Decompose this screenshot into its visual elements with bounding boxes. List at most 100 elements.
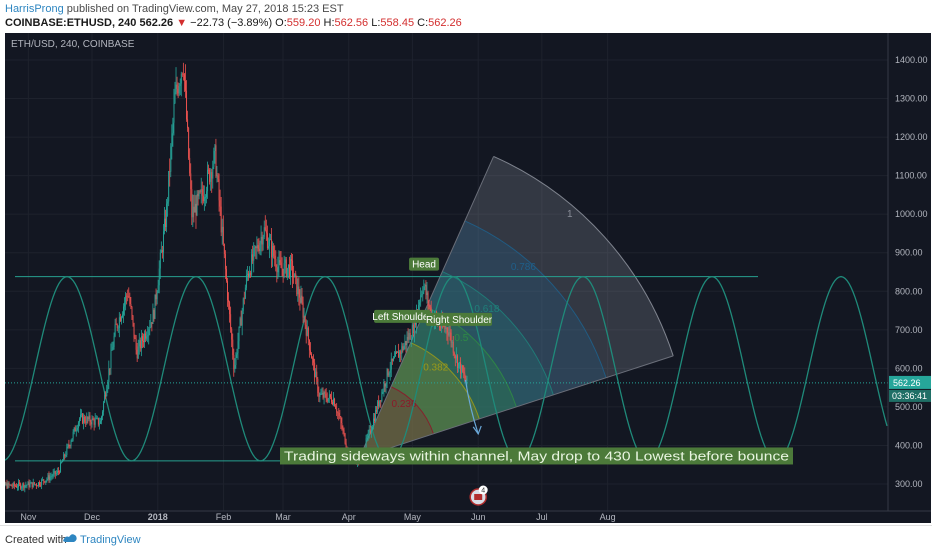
candle-body bbox=[372, 427, 373, 430]
candle-body bbox=[92, 418, 93, 424]
candle-body bbox=[180, 84, 181, 86]
candle-body bbox=[381, 392, 382, 401]
candle-body bbox=[310, 350, 311, 353]
candle-body bbox=[370, 429, 371, 433]
y-tick-label: 1100.00 bbox=[895, 171, 927, 181]
candle-body bbox=[333, 399, 334, 404]
candle-body bbox=[105, 395, 106, 396]
candle-body bbox=[208, 170, 209, 171]
candle-body bbox=[172, 123, 173, 134]
candle-body bbox=[184, 74, 185, 81]
right-shoulder-label: Right Shoulder bbox=[426, 315, 493, 326]
candle-body bbox=[27, 485, 28, 486]
candle-body bbox=[344, 430, 345, 433]
candle-body bbox=[116, 324, 117, 325]
candle-body bbox=[224, 244, 225, 254]
candle-body bbox=[390, 370, 391, 373]
candle-body bbox=[80, 415, 81, 419]
candle-body bbox=[346, 444, 347, 448]
candle-body bbox=[214, 145, 215, 151]
candle-body bbox=[209, 170, 210, 182]
candle-body bbox=[143, 341, 144, 342]
candle-body bbox=[407, 337, 408, 345]
candle-body bbox=[46, 479, 47, 480]
candle-body bbox=[375, 410, 376, 421]
candle-body bbox=[284, 263, 285, 276]
candle-body bbox=[213, 151, 214, 167]
author-link[interactable]: HarrisProng bbox=[5, 3, 64, 15]
candle-body bbox=[277, 266, 278, 272]
candle-body bbox=[408, 337, 409, 340]
candle-body bbox=[77, 428, 78, 430]
candle-body bbox=[98, 418, 99, 425]
tradingview-brand-link[interactable]: TradingView bbox=[80, 534, 141, 546]
candle-body bbox=[211, 172, 212, 178]
candle-body bbox=[252, 254, 253, 260]
candle-body bbox=[229, 302, 230, 314]
candle-body bbox=[323, 393, 324, 398]
candle-body bbox=[200, 191, 201, 192]
candle-body bbox=[298, 287, 299, 298]
candle-body bbox=[369, 429, 370, 433]
candle-body bbox=[181, 74, 182, 84]
candle-body bbox=[228, 300, 229, 302]
high-label: H: bbox=[324, 17, 335, 29]
candle-body bbox=[86, 417, 87, 423]
candle-body bbox=[255, 246, 256, 248]
candle-body bbox=[175, 92, 176, 103]
tradingview-logo-icon bbox=[62, 531, 78, 545]
candle-body bbox=[54, 471, 55, 473]
candle-body bbox=[402, 346, 403, 350]
candle-body bbox=[301, 296, 302, 303]
candle-body bbox=[55, 471, 56, 474]
candle-body bbox=[15, 486, 16, 487]
change-label: −22.73 (−3.89%) bbox=[190, 17, 272, 29]
candle-body bbox=[379, 400, 380, 406]
candle-body bbox=[325, 392, 326, 394]
candle-body bbox=[38, 482, 39, 486]
y-tick-label: 600.00 bbox=[895, 363, 923, 373]
candle-body bbox=[35, 484, 36, 485]
last-price-label: 562.26 bbox=[139, 17, 173, 29]
candle-body bbox=[101, 417, 102, 422]
candle-body bbox=[160, 253, 161, 269]
candle-body bbox=[421, 294, 422, 295]
candle-body bbox=[367, 438, 368, 439]
candle-body bbox=[241, 318, 242, 325]
candle-body bbox=[400, 351, 401, 354]
candle-body bbox=[118, 328, 119, 329]
candle-body bbox=[93, 418, 94, 420]
candle-body bbox=[29, 482, 30, 487]
candle-body bbox=[206, 191, 207, 197]
candle-body bbox=[377, 401, 378, 412]
candle-body bbox=[51, 477, 52, 478]
candle-body bbox=[150, 322, 151, 327]
y-tick-label: 300.00 bbox=[895, 479, 923, 489]
candle-body bbox=[463, 372, 464, 374]
candle-body bbox=[395, 352, 396, 356]
candle-body bbox=[197, 194, 198, 216]
candle-body bbox=[313, 359, 314, 363]
candle-body bbox=[338, 413, 339, 416]
candle-body bbox=[60, 463, 61, 473]
candle-body bbox=[12, 486, 13, 487]
candle-body bbox=[317, 379, 318, 393]
candle-body bbox=[61, 462, 62, 463]
candle-body bbox=[240, 318, 241, 326]
candle-body bbox=[238, 341, 239, 353]
candle-body bbox=[399, 351, 400, 358]
x-tick-label: Dec bbox=[84, 512, 101, 522]
candle-body bbox=[305, 317, 306, 325]
candle-body bbox=[316, 372, 317, 379]
candle-body bbox=[102, 412, 103, 417]
candle-body bbox=[308, 328, 309, 340]
candle-body bbox=[253, 248, 254, 261]
event-count-text: 4 bbox=[481, 488, 485, 495]
candle-body bbox=[267, 233, 268, 248]
candle-body bbox=[293, 277, 294, 278]
candle-body bbox=[304, 317, 305, 318]
candle-body bbox=[204, 197, 205, 201]
candle-body bbox=[290, 259, 291, 276]
candle-body bbox=[459, 362, 460, 363]
